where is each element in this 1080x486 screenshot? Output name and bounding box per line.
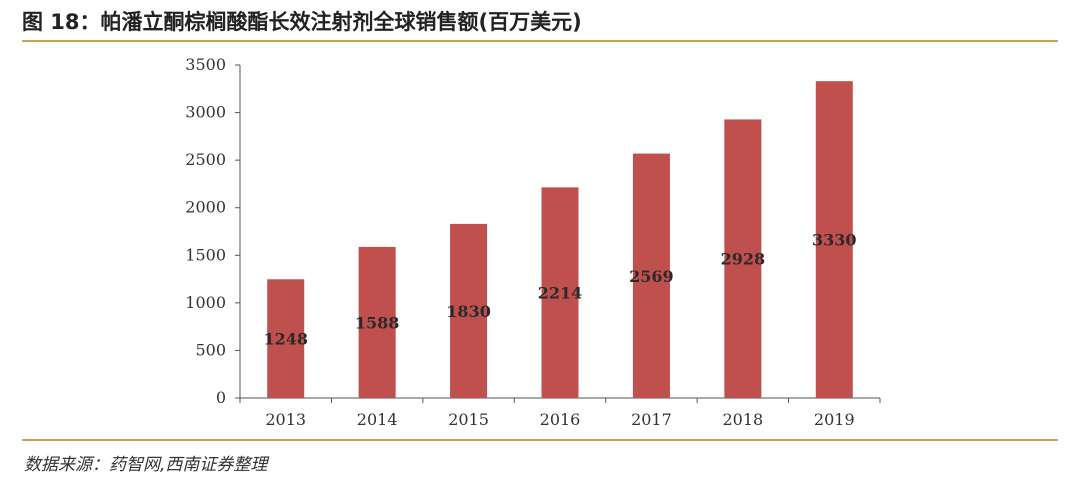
bar-2018 [724, 119, 762, 398]
y-tick-label: 500 [195, 340, 226, 359]
x-tick-label: 2018 [722, 410, 763, 429]
data-label-2016: 2214 [538, 284, 583, 303]
header-divider [22, 40, 1058, 42]
bar-2014 [358, 246, 396, 398]
data-label-2014: 1588 [355, 313, 400, 332]
bar-2019 [815, 81, 853, 398]
x-tick-label: 2014 [357, 410, 398, 429]
y-tick-label: 2000 [185, 198, 226, 217]
data-label-2017: 2569 [629, 267, 674, 286]
data-label-2018: 2928 [721, 250, 766, 269]
y-tick-label: 0 [216, 388, 226, 407]
bar-2015 [450, 223, 488, 398]
bar-2016 [541, 187, 579, 398]
x-tick-label: 2017 [631, 410, 672, 429]
data-label-2013: 1248 [263, 330, 308, 349]
y-tick-label: 3000 [185, 103, 226, 122]
y-tick-label: 3500 [185, 55, 226, 74]
bar-2013 [267, 279, 305, 398]
y-tick-label: 2500 [185, 150, 226, 169]
y-tick-label: 1000 [185, 293, 226, 312]
chart-title: 图 18：帕潘立酮棕榈酸酯长效注射剂全球销售额(百万美元) [22, 10, 582, 34]
x-tick-label: 2015 [448, 410, 489, 429]
bar-2017 [632, 153, 670, 398]
data-label-2015: 1830 [446, 302, 491, 321]
data-label-2019: 3330 [812, 231, 857, 250]
source-note: 数据来源：药智网,西南证券整理 [24, 455, 268, 475]
x-tick-label: 2019 [814, 410, 855, 429]
x-tick-label: 2013 [265, 410, 306, 429]
y-tick-label: 1500 [185, 245, 226, 264]
footer-divider [22, 439, 1058, 441]
x-tick-label: 2016 [540, 410, 581, 429]
